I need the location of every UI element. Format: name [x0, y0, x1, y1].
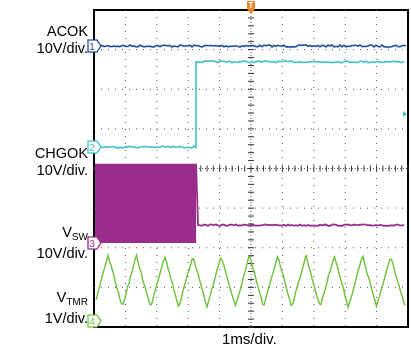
- label-chgok-unit: 10V/div.: [36, 163, 88, 179]
- trace-chgok: [95, 60, 405, 149]
- channel-marker-shape: [87, 39, 102, 53]
- channel-marker-label: 4: [89, 317, 95, 328]
- trace-acok: [95, 43, 407, 49]
- trace-group: [95, 43, 407, 310]
- label-vtmr: VTMR 1V/div.: [4, 290, 88, 328]
- channel-marker-label: 3: [89, 239, 95, 250]
- channel-marker-1: 1: [87, 39, 102, 53]
- channel-marker-shape: [87, 236, 102, 250]
- label-acok-name: ACOK: [46, 24, 88, 40]
- label-vsw: VSW 10V/div.: [4, 225, 88, 263]
- trace-vtmr: [95, 252, 406, 310]
- trace-vsw-band: [95, 163, 197, 243]
- channel-marker-2: 2: [87, 140, 102, 154]
- trigger-marker: T: [247, 1, 255, 14]
- label-chgok: CHGOK 10V/div.: [4, 146, 88, 180]
- channel-marker-4: 4: [87, 314, 102, 328]
- label-chgok-name: CHGOK: [34, 146, 88, 162]
- label-acok: ACOK 10V/div.: [4, 24, 88, 58]
- label-vsw-unit: 10V/div.: [36, 246, 88, 262]
- trigger-label: T: [249, 1, 254, 10]
- channel-marker-shape: [87, 314, 102, 328]
- channel-marker-shape: [87, 140, 102, 154]
- channel-markers: 1 2 3 4: [87, 39, 407, 328]
- trace-vsw: [195, 163, 405, 227]
- trigger-icon: [247, 1, 255, 14]
- channel-marker-label: 1: [89, 42, 95, 53]
- label-vtmr-unit: 1V/div.: [44, 311, 88, 327]
- level-arrow-icon: [403, 111, 407, 117]
- label-vsw-name: VSW: [62, 225, 88, 243]
- channel-marker-3: 3: [87, 236, 102, 250]
- label-vtmr-name: VTMR: [56, 290, 88, 308]
- channel-marker-label: 2: [89, 143, 95, 154]
- label-acok-unit: 10V/div.: [36, 41, 88, 57]
